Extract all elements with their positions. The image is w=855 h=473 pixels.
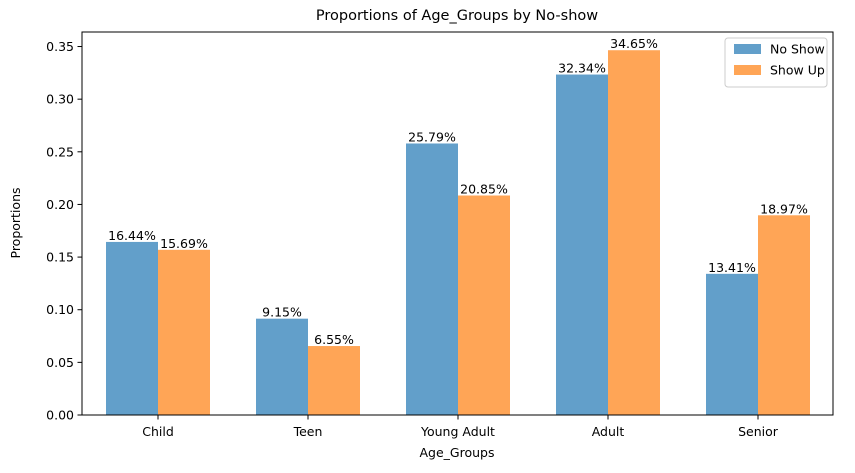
chart-title: Proportions of Age_Groups by No-show	[316, 8, 598, 24]
bar-show-up-young-adult	[458, 195, 510, 415]
bar-show-up-teen	[308, 346, 360, 415]
x-axis-label: Age_Groups	[420, 445, 495, 460]
y-tick-label: 0.30	[46, 92, 74, 107]
y-tick-label: 0.10	[46, 302, 74, 317]
y-tick-label: 0.05	[46, 355, 74, 370]
bar-label-no-show-child: 16.44%	[108, 228, 156, 243]
legend-label-no-show: No Show	[770, 42, 825, 57]
bar-show-up-senior	[758, 215, 810, 415]
bar-no-show-senior	[706, 273, 758, 415]
bar-label-no-show-teen: 9.15%	[262, 305, 302, 320]
bar-no-show-child	[106, 241, 158, 415]
y-tick-label: 0.25	[46, 144, 74, 159]
bar-show-up-adult	[608, 50, 660, 416]
bar-label-show-up-senior: 18.97%	[760, 201, 808, 216]
x-tick-label-teen: Teen	[293, 424, 323, 439]
x-tick-label-young-adult: Young Adult	[420, 424, 495, 439]
bar-show-up-child	[158, 249, 210, 415]
bar-label-no-show-adult: 32.34%	[558, 61, 606, 76]
bar-no-show-teen	[256, 318, 308, 415]
y-tick-label: 0.15	[46, 250, 74, 265]
y-axis: 0.00 0.05 0.10 0.15 0.20 0.25 0.30 0.35	[46, 39, 82, 423]
bar-label-no-show-senior: 13.41%	[708, 260, 756, 275]
bar-no-show-adult	[556, 74, 608, 415]
bar-no-show-young-adult	[406, 143, 458, 415]
x-tick-label-senior: Senior	[738, 424, 779, 439]
bar-label-no-show-young-adult: 25.79%	[408, 129, 456, 144]
bar-label-show-up-child: 15.69%	[160, 236, 208, 251]
bar-labels-layer: 16.44% 9.15% 25.79% 32.34% 13.41% 15.69% 6.55%…	[108, 36, 808, 347]
legend-swatch-no-show	[734, 44, 761, 54]
x-tick-label-child: Child	[142, 424, 174, 439]
legend-label-show-up: Show Up	[770, 63, 825, 78]
bar-label-show-up-teen: 6.55%	[314, 332, 354, 347]
x-axis: Child Teen Young Adult Adult Senior	[142, 415, 779, 439]
bar-label-show-up-adult: 34.65%	[610, 36, 658, 51]
y-tick-label: 0.35	[46, 39, 74, 54]
bars-layer	[106, 50, 810, 416]
legend: No Show Show Up	[724, 37, 828, 88]
y-axis-label: Proportions	[8, 187, 23, 258]
y-tick-label: 0.00	[46, 408, 74, 423]
y-tick-label: 0.20	[46, 197, 74, 212]
bar-label-show-up-young-adult: 20.85%	[460, 181, 508, 196]
legend-swatch-show-up	[734, 65, 761, 75]
x-tick-label-adult: Adult	[592, 424, 625, 439]
